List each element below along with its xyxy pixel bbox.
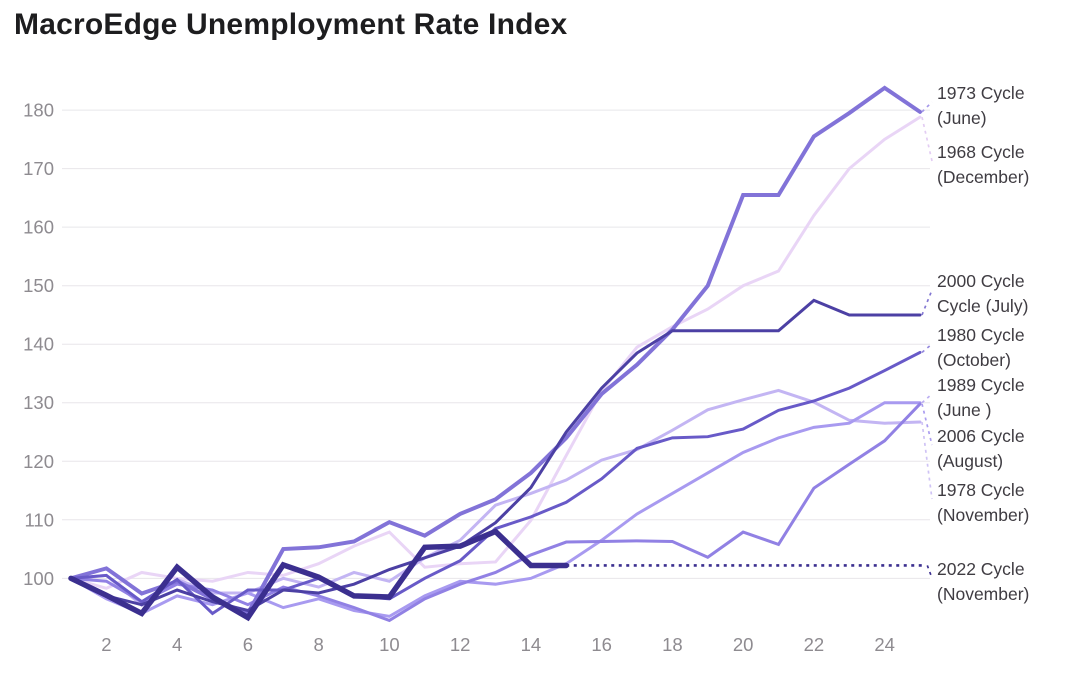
x-tick-label: 22: [804, 634, 825, 655]
x-tick-label: 18: [662, 634, 683, 655]
label-connector-1978-cycle-november: [921, 421, 933, 500]
series-1989-cycle-june: 1989 Cycle (June ): [69, 375, 1025, 618]
label-connector-2022-cycle-november: [926, 565, 933, 579]
x-tick-label: 12: [450, 634, 471, 655]
series-2006-cycle-august: 2006 Cycle (August): [69, 402, 1025, 623]
series-label-2006-cycle-august: 2006 Cycle (August): [937, 426, 1025, 471]
series-label-2000-cycle-cycle-july: 2000 Cycle Cycle (July): [937, 271, 1028, 316]
x-tick-label: 4: [172, 634, 182, 655]
series-line-1980-cycle-october: [69, 350, 922, 616]
x-tick-label: 2: [101, 634, 111, 655]
y-tick-label: 160: [23, 217, 54, 238]
page-title: MacroEdge Unemployment Rate Index: [14, 8, 568, 41]
series-1978-cycle-november: 1978 Cycle (November): [69, 388, 1029, 608]
gridlines: [62, 109, 930, 579]
series-2022-cycle-november: 2022 Cycle (November): [68, 528, 1029, 622]
series-label-1968-cycle-december: 1968 Cycle (December): [937, 142, 1029, 187]
series-line-1978-cycle-november: [69, 388, 922, 608]
series-line-2022-cycle-november: [68, 528, 569, 622]
x-tick-label: 16: [591, 634, 612, 655]
y-tick-label: 100: [23, 568, 54, 589]
label-connector-1973-cycle-june: [921, 101, 933, 113]
series-line-1968-cycle-december: [69, 115, 922, 590]
y-tick-label: 170: [23, 158, 54, 179]
series-label-1980-cycle-october: 1980 Cycle (October): [937, 325, 1025, 370]
label-connector-1980-cycle-october: [921, 343, 933, 354]
label-connector-1968-cycle-december: [921, 116, 933, 162]
label-connector-2006-cycle-august: [921, 403, 933, 446]
series-label-1989-cycle-june: 1989 Cycle (June ): [937, 375, 1025, 420]
series-line-2006-cycle-august: [69, 402, 922, 623]
x-tick-label: 14: [521, 634, 542, 655]
series-label-1973-cycle-june: 1973 Cycle (June): [937, 83, 1025, 128]
x-tick-label: 8: [313, 634, 323, 655]
x-tick-label: 20: [733, 634, 754, 655]
label-connector-2000-cycle-cycle-july: [921, 289, 933, 316]
series-line-2000-cycle-cycle-july: [69, 298, 922, 613]
y-tick-label: 110: [25, 509, 55, 530]
series-line-1989-cycle-june: [69, 401, 922, 618]
y-tick-label: 140: [23, 334, 54, 355]
series-1968-cycle-december: 1968 Cycle (December): [69, 115, 1029, 590]
y-tick-label: 120: [23, 451, 54, 472]
x-tick-label: 10: [379, 634, 400, 655]
series-1973-cycle-june: 1973 Cycle (June): [69, 83, 1025, 616]
label-connector-1989-cycle-june: [921, 393, 933, 404]
x-tick-label: 6: [243, 634, 253, 655]
x-tick-label: 24: [874, 634, 895, 655]
series-2000-cycle-cycle-july: 2000 Cycle Cycle (July): [69, 271, 1028, 613]
y-tick-label: 150: [23, 275, 54, 296]
y-tick-label: 180: [23, 100, 54, 121]
series-label-2022-cycle-november: 2022 Cycle (November): [937, 559, 1029, 604]
series-label-1978-cycle-november: 1978 Cycle (November): [937, 480, 1029, 525]
y-tick-label: 130: [23, 392, 54, 413]
